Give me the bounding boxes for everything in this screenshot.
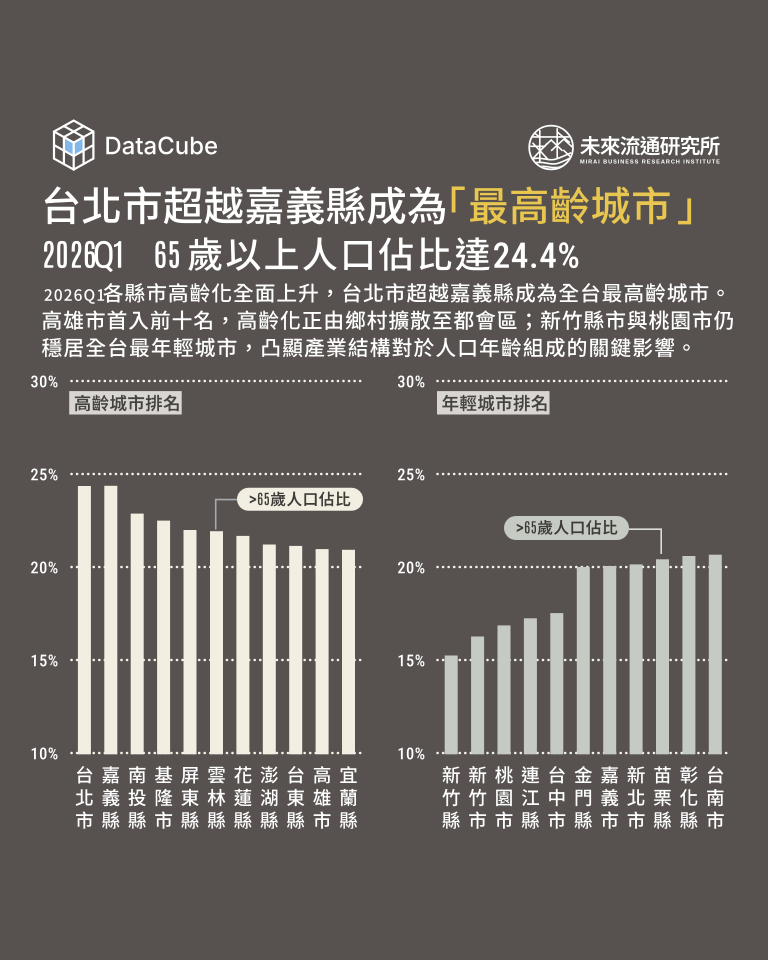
svg-text:MIRAI BUSINESS RESEARCH INSTIT: MIRAI BUSINESS RESEARCH INSTITUTE <box>580 159 721 165</box>
